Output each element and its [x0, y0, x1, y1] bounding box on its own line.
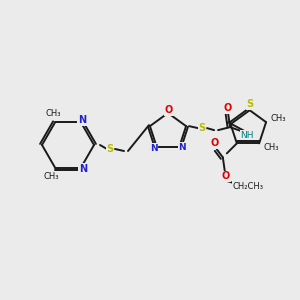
- Text: NH: NH: [240, 130, 254, 140]
- Text: S: S: [199, 123, 206, 133]
- Text: S: S: [246, 99, 254, 109]
- Text: CH₃: CH₃: [263, 143, 279, 152]
- Text: N: N: [79, 164, 87, 173]
- Text: CH₂CH₃: CH₂CH₃: [232, 182, 263, 191]
- Text: CH₃: CH₃: [45, 109, 61, 118]
- Text: S: S: [106, 144, 114, 154]
- Text: O: O: [222, 171, 230, 182]
- Text: N: N: [150, 144, 158, 153]
- Text: O: O: [165, 105, 173, 115]
- Text: O: O: [211, 138, 219, 148]
- Text: CH₃: CH₃: [270, 114, 286, 123]
- Text: O: O: [224, 103, 232, 113]
- Text: N: N: [78, 116, 86, 125]
- Text: N: N: [178, 143, 186, 152]
- Text: CH₃: CH₃: [43, 172, 59, 181]
